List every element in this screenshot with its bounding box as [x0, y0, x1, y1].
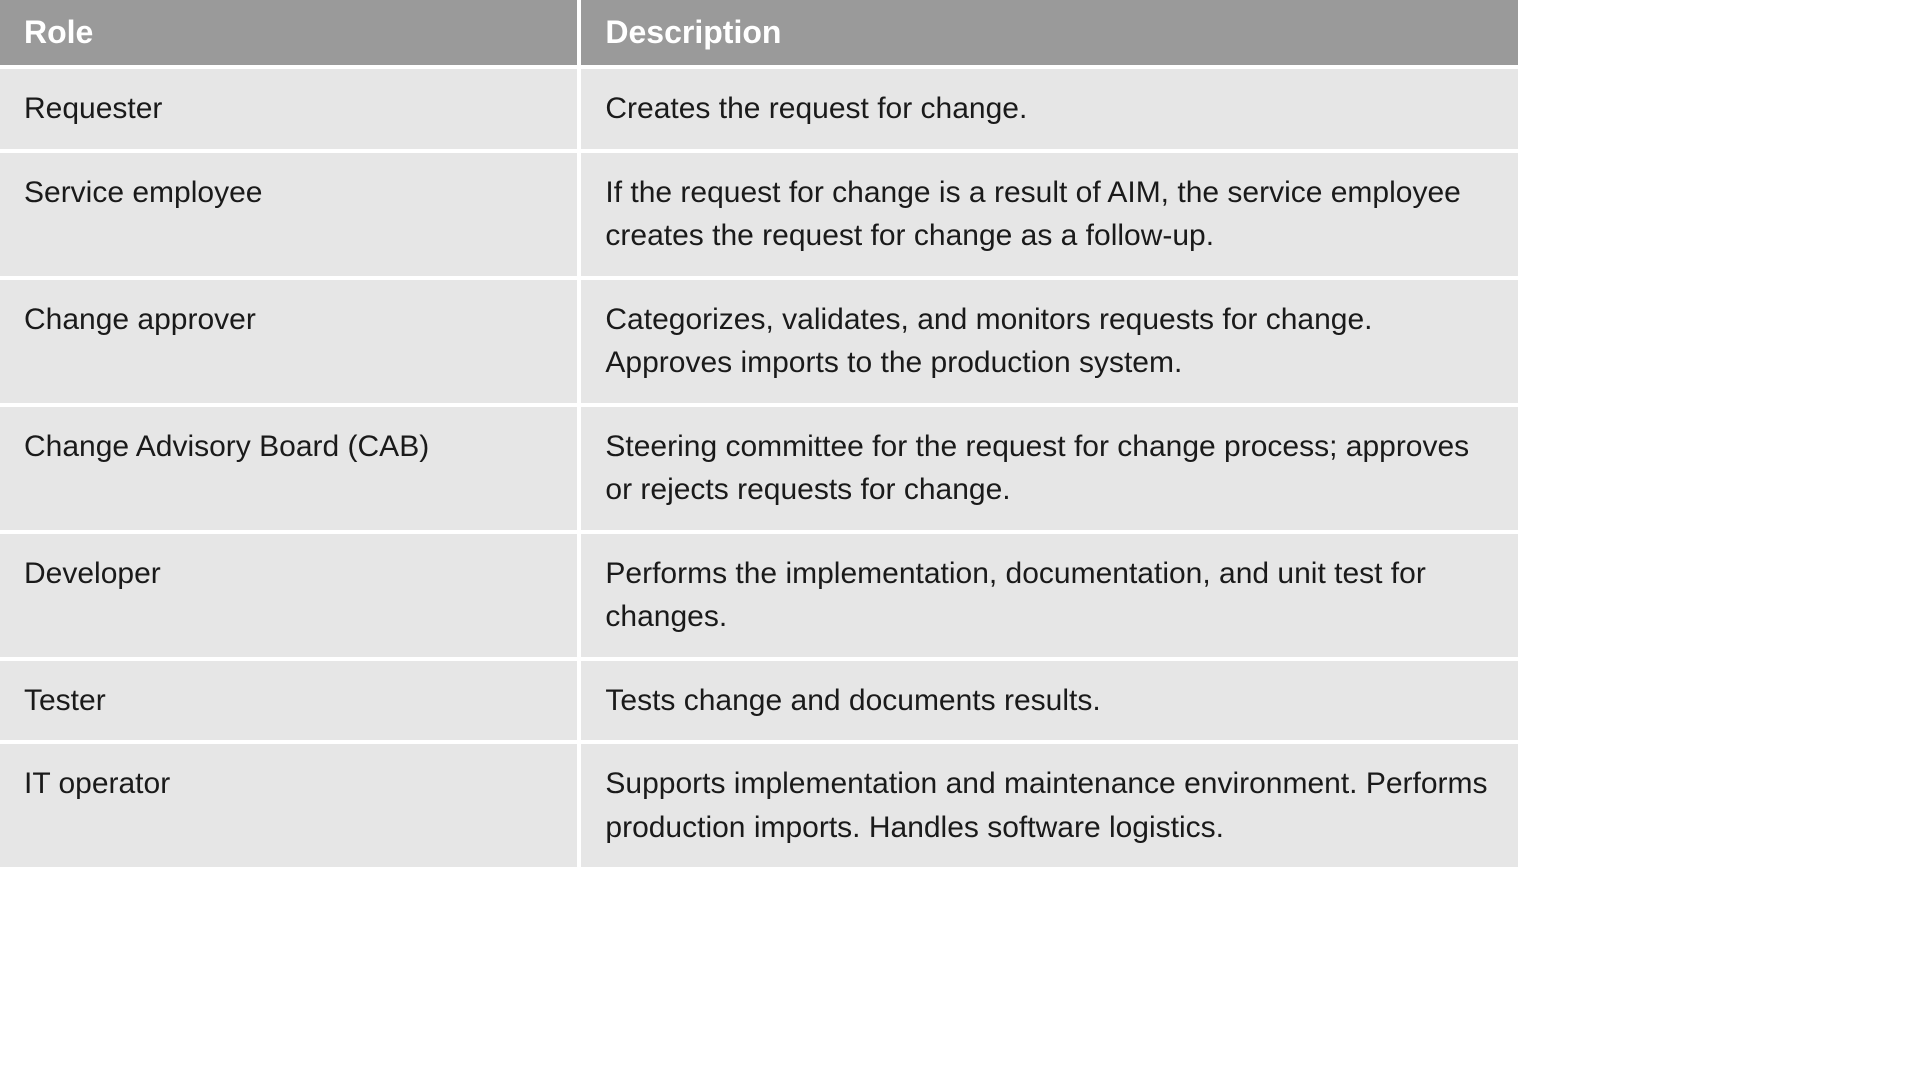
cell-role: IT operator [0, 744, 581, 867]
cell-description: If the request for change is a result of… [581, 153, 1518, 280]
cell-description: Steering committee for the request for c… [581, 407, 1518, 534]
table-row: Change Advisory Board (CAB) Steering com… [0, 407, 1518, 534]
cell-role: Tester [0, 661, 581, 745]
cell-description: Supports implementation and maintenance … [581, 744, 1518, 867]
cell-role: Service employee [0, 153, 581, 280]
roles-table-container: Role Description Requester Creates the r… [0, 0, 1518, 867]
roles-table: Role Description Requester Creates the r… [0, 0, 1518, 867]
cell-description: Performs the implementation, documentati… [581, 534, 1518, 661]
cell-description: Tests change and documents results. [581, 661, 1518, 745]
table-row: IT operator Supports implementation and … [0, 744, 1518, 867]
table-row: Requester Creates the request for change… [0, 69, 1518, 153]
cell-description: Creates the request for change. [581, 69, 1518, 153]
cell-description: Categorizes, validates, and monitors req… [581, 280, 1518, 407]
table-row: Change approver Categorizes, validates, … [0, 280, 1518, 407]
cell-role: Developer [0, 534, 581, 661]
column-header-description: Description [581, 0, 1518, 69]
table-row: Service employee If the request for chan… [0, 153, 1518, 280]
table-header-row: Role Description [0, 0, 1518, 69]
column-header-role: Role [0, 0, 581, 69]
table-row: Tester Tests change and documents result… [0, 661, 1518, 745]
cell-role: Change Advisory Board (CAB) [0, 407, 581, 534]
cell-role: Change approver [0, 280, 581, 407]
cell-role: Requester [0, 69, 581, 153]
table-row: Developer Performs the implementation, d… [0, 534, 1518, 661]
